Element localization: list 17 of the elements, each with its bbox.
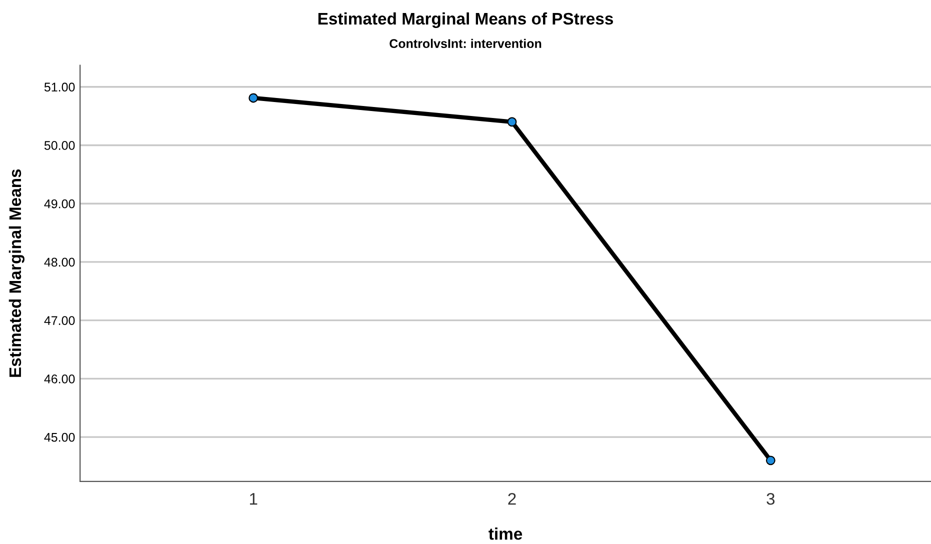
y-tick-label: 45.00: [44, 432, 75, 442]
chart-subtitle: ControlvsInt: intervention: [390, 38, 542, 48]
x-tick-label: 3: [766, 492, 775, 505]
y-axis-title: Estimated Marginal Means: [8, 169, 24, 377]
chart-title: Estimated Marginal Means of PStress: [318, 12, 614, 28]
x-axis-title: time: [488, 528, 522, 540]
y-tick-label: 48.00: [44, 258, 75, 267]
point: [766, 456, 776, 466]
y-tick-label: 51.00: [44, 82, 75, 92]
y-tick-label: 50.00: [44, 141, 75, 150]
x-tick-label: 2: [508, 492, 516, 505]
point: [248, 93, 258, 103]
point: [507, 117, 517, 127]
y-tick-label: 47.00: [44, 316, 75, 325]
y-tick-label: 46.00: [44, 374, 75, 384]
x-tick-label: 1: [250, 493, 258, 505]
y-tick-label: 49.00: [44, 199, 75, 208]
